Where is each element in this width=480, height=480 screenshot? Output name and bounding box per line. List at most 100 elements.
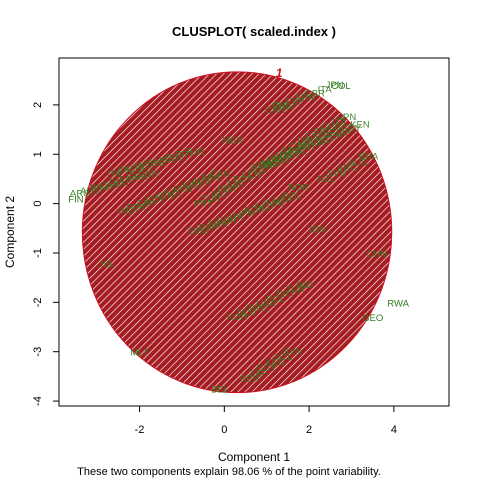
overlap-point-label: ARG [265,155,286,166]
overlap-point-label: JPN [237,208,255,219]
x-tick-label: 4 [391,424,397,436]
overlap-point-label: PER [217,184,237,195]
overlap-point-label: NZL [275,352,293,363]
overlap-point-label: EGY [145,195,166,206]
point-label-fin: FIN [68,195,83,206]
point-label-chn: CHN [367,249,388,260]
overlap-point-label: ZAF [249,368,267,379]
overlap-point-label: CAN [289,141,309,152]
overlap-point-label: USA [279,150,299,161]
overlap-point-label: AUS [348,157,368,168]
overlap-point-label: PRT [175,150,194,161]
y-tick-label: -1 [32,248,44,258]
overlap-point-label: ITA [229,212,244,223]
overlap-point-label: FRA [129,172,149,183]
overlap-point-label: BRA [281,146,301,157]
overlap-point-label: TUR [306,139,326,150]
overlap-point-label: EGY [233,175,254,186]
overlap-point-label: BRA [359,152,379,163]
cluster-id-label: 1 [276,66,283,80]
overlap-point-label: USA [273,195,293,206]
overlap-point-label: JPN [338,112,356,123]
overlap-point-label: ARG [70,189,91,200]
overlap-point-label: USA [256,298,276,309]
overlap-point-label: GBR [217,215,238,226]
overlap-point-label: FRA [208,219,228,230]
point-label-geo: GEO [362,313,383,324]
overlap-point-label: SWE [246,303,268,314]
overlap-point-label: SWE [269,154,291,165]
point-label-mlt: MLT [130,348,148,359]
overlap-point-label: SWE [144,158,166,169]
x-axis: -2 0 2 4 [135,406,397,436]
y-axis-label: Component 2 [3,196,17,268]
point-label-nor: NOR [288,182,309,193]
overlap-point-label: CAN [99,180,119,191]
overlap-point-label: NLD [135,161,154,172]
plot-frame [58,57,450,407]
overlap-point-label: KOR [124,163,145,174]
overlap-point-label: AUS [80,186,100,197]
overlap-point-label: AUS [273,151,293,162]
overlap-point-label: KEN [154,191,174,202]
overlap-point-label: BRA [201,173,221,184]
overlap-point-label: ARG [182,180,203,191]
overlap-point-label: EGY [341,123,362,134]
overlap-point-label: KEN [350,120,370,131]
overlap-point-label: POL [288,146,307,157]
overlap-point-label: ZAF [137,199,155,210]
x-tick-label: -2 [135,424,145,436]
overlap-point-label: GBR [304,88,325,99]
overlap-point-label: DEU [189,226,209,237]
overlap-point-label: IND [316,135,333,146]
overlap-point-label: DEU [275,101,295,112]
overlap-point-label: PRT [194,199,213,210]
overlap-point-label: IND [297,280,314,291]
overlap-point-label: ZAF [333,127,351,138]
point-label-phl: PHL [272,101,290,112]
y-tick-label: 1 [32,151,44,157]
overlap-point-label: NLD [255,202,274,213]
point-label-mex: MEX [223,135,244,146]
overlap-point-label: ITA [332,117,347,128]
overlap-point-label: USA [155,155,175,166]
point-label-isl: ISL [101,259,115,270]
overlap-point-label: NZL [164,188,182,199]
overlap-point-label: PER [240,374,260,385]
overlap-point-label: CAN [265,105,285,116]
point-label-rwa: RWA [387,298,409,309]
overlap-point-label: ESP [306,131,325,142]
overlap-point-label: ESP [119,175,138,186]
cluster-ellipse [81,71,393,394]
x-tick-label: 0 [221,424,227,436]
overlap-point-label: FRA [295,92,315,103]
y-axis: -4 -3 -2 -1 0 1 2 [32,102,59,406]
overlap-point-label: KEN [241,170,261,181]
overlap-point-label: ITA [107,169,122,180]
overlap-point-label: POL [266,294,285,305]
overlap-point-label: IND [211,189,228,200]
overlap-point-label: IND [119,206,136,217]
overlap-point-label: TUR [285,285,305,296]
y-tick-label: 0 [32,201,44,207]
overlap-point-label: PER [126,202,146,213]
overlap-point-label: SVN [173,184,193,195]
overlap-point-label: PRT [276,289,295,300]
overlap-point-label: POL [165,152,184,163]
x-tick-label: 2 [306,424,312,436]
overlap-point-label: ESP [199,222,218,233]
plot-area: 1ARGAUSBRACANDEUESPFRAGBRITAJPNKORNLDSWE… [68,66,409,396]
overlap-point-label: CAN [210,169,230,180]
point-label-bel: BEL [211,385,229,396]
overlap-point-label: TUR [185,147,205,158]
overlap-point-label: NZL [250,165,268,176]
overlap-point-label: NZL [317,174,335,185]
overlap-point-label: SVN [327,168,347,179]
overlap-point-label: TUR [201,194,221,205]
overlap-point-label: POL [283,191,302,202]
overlap-point-label: PER [324,131,344,142]
overlap-point-label: BRA [90,183,110,194]
point-label-col: COL [331,81,351,92]
y-tick-label: -4 [32,396,44,406]
overlap-point-label: GBR [321,122,342,133]
